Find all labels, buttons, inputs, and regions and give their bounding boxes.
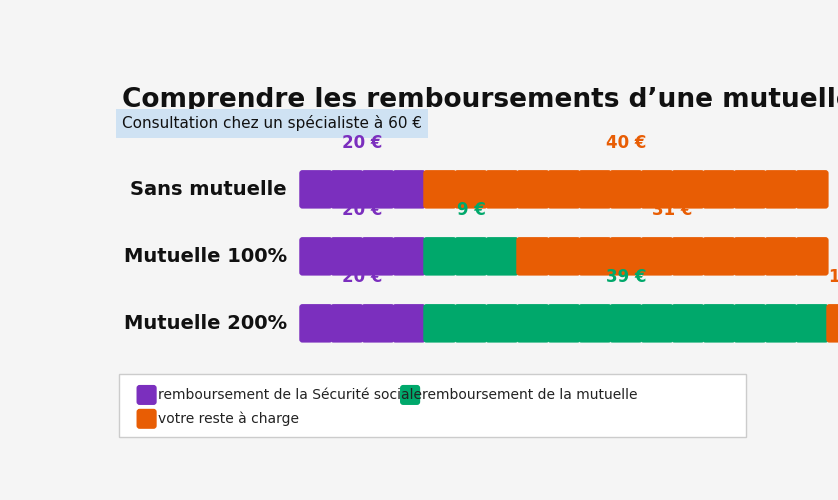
FancyBboxPatch shape [485,170,519,208]
FancyBboxPatch shape [423,237,457,276]
FancyBboxPatch shape [578,170,612,208]
FancyBboxPatch shape [454,304,488,343]
FancyBboxPatch shape [137,409,157,429]
FancyBboxPatch shape [454,170,488,208]
FancyBboxPatch shape [330,304,364,343]
FancyBboxPatch shape [361,170,395,208]
Text: 20 €: 20 € [342,200,383,218]
FancyBboxPatch shape [392,237,426,276]
FancyBboxPatch shape [609,170,643,208]
FancyBboxPatch shape [578,304,612,343]
FancyBboxPatch shape [485,304,519,343]
FancyBboxPatch shape [516,304,550,343]
Text: 31 €: 31 € [652,200,693,218]
FancyBboxPatch shape [119,374,747,438]
FancyBboxPatch shape [578,237,612,276]
FancyBboxPatch shape [330,170,364,208]
FancyBboxPatch shape [702,237,736,276]
Text: Mutuelle 100%: Mutuelle 100% [124,247,287,266]
FancyBboxPatch shape [640,304,674,343]
FancyBboxPatch shape [516,170,550,208]
Text: 39 €: 39 € [606,268,646,285]
FancyBboxPatch shape [299,170,333,208]
FancyBboxPatch shape [795,170,829,208]
FancyBboxPatch shape [361,304,395,343]
FancyBboxPatch shape [671,170,705,208]
Text: Sans mutuelle: Sans mutuelle [130,180,287,199]
Text: 40 €: 40 € [606,134,646,152]
Text: 1 €: 1 € [829,268,838,285]
FancyBboxPatch shape [485,237,519,276]
FancyBboxPatch shape [733,237,767,276]
FancyBboxPatch shape [299,304,333,343]
FancyBboxPatch shape [423,304,457,343]
FancyBboxPatch shape [423,170,457,208]
FancyBboxPatch shape [400,385,420,405]
FancyBboxPatch shape [547,237,581,276]
FancyBboxPatch shape [547,170,581,208]
FancyBboxPatch shape [795,304,829,343]
FancyBboxPatch shape [609,237,643,276]
FancyBboxPatch shape [702,170,736,208]
FancyBboxPatch shape [609,304,643,343]
FancyBboxPatch shape [392,170,426,208]
FancyBboxPatch shape [764,304,798,343]
Text: Comprendre les remboursements d’une mutuelle santé: Comprendre les remboursements d’une mutu… [122,84,838,112]
FancyBboxPatch shape [733,304,767,343]
FancyBboxPatch shape [733,170,767,208]
Text: remboursement de la mutuelle: remboursement de la mutuelle [422,388,637,402]
Text: votre reste à charge: votre reste à charge [158,412,299,426]
Text: remboursement de la Sécurité sociale: remboursement de la Sécurité sociale [158,388,422,402]
Text: 9 €: 9 € [457,200,485,218]
FancyBboxPatch shape [516,237,550,276]
FancyBboxPatch shape [137,385,157,405]
FancyBboxPatch shape [640,170,674,208]
FancyBboxPatch shape [795,237,829,276]
FancyBboxPatch shape [764,237,798,276]
Text: Mutuelle 200%: Mutuelle 200% [124,314,287,333]
FancyBboxPatch shape [826,304,838,343]
Text: 20 €: 20 € [342,134,383,152]
FancyBboxPatch shape [671,304,705,343]
FancyBboxPatch shape [392,304,426,343]
FancyBboxPatch shape [330,237,364,276]
FancyBboxPatch shape [547,304,581,343]
FancyBboxPatch shape [671,237,705,276]
FancyBboxPatch shape [702,304,736,343]
FancyBboxPatch shape [299,237,333,276]
FancyBboxPatch shape [454,237,488,276]
FancyBboxPatch shape [361,237,395,276]
FancyBboxPatch shape [764,170,798,208]
FancyBboxPatch shape [640,237,674,276]
Text: 20 €: 20 € [342,268,383,285]
Text: Consultation chez un spécialiste à 60 €: Consultation chez un spécialiste à 60 € [122,116,422,132]
